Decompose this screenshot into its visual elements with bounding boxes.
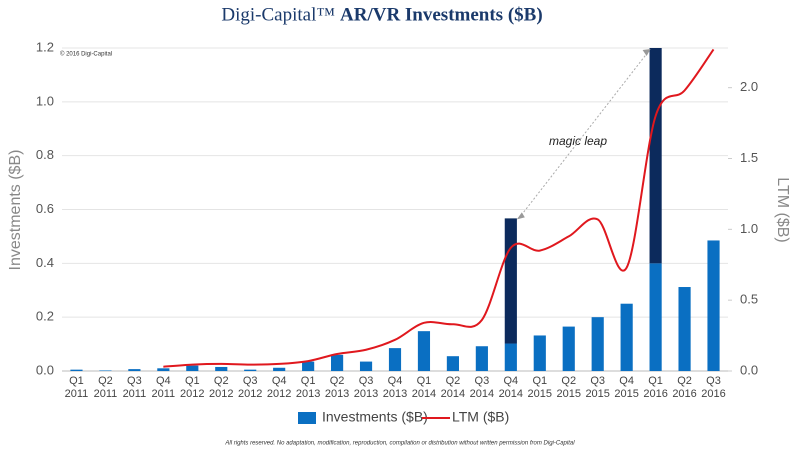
y2-tick-label: 1.0 — [740, 221, 758, 236]
legend-label: LTM ($B) — [452, 409, 509, 425]
x-tick-label: Q3 2013 — [353, 375, 379, 400]
bar — [99, 370, 112, 371]
y2-tick-label: 1.5 — [740, 150, 758, 165]
x-tick-label: Q2 2016 — [672, 375, 697, 400]
bar — [331, 354, 344, 371]
y-tick-label: 1.2 — [36, 39, 54, 54]
x-tick-label: Q1 2014 — [411, 375, 437, 400]
bar — [273, 367, 286, 371]
footer: All rights reserved. No adaptation, modi… — [224, 441, 575, 447]
bar — [620, 303, 633, 371]
y2-tick-label: 2.0 — [740, 79, 758, 94]
x-tick-label: Q1 2016 — [643, 375, 668, 400]
bar — [244, 369, 257, 371]
bar — [649, 263, 662, 371]
x-tick-label: Q4 2012 — [266, 375, 292, 400]
legend-label: Investments ($B) — [322, 409, 428, 425]
x-tick-label: Q4 2014 — [498, 375, 524, 400]
bar — [302, 361, 315, 371]
bar-segment — [649, 48, 662, 264]
bar — [533, 335, 546, 371]
x-tick-label: Q2 2011 — [93, 375, 118, 400]
y2-tick-label: 0.5 — [740, 292, 758, 307]
plot — [70, 48, 720, 371]
x-tick-label: Q3 2012 — [237, 375, 263, 400]
y2-tick-label: 0.0 — [740, 362, 758, 377]
arrow-head — [516, 212, 525, 220]
y-axis-label: Investments ($B) — [7, 150, 24, 271]
bar — [591, 317, 604, 371]
x-tick-label: Q1 2013 — [295, 375, 321, 400]
y-tick-label: 0.6 — [36, 201, 54, 216]
x-tick-label: Q2 2014 — [440, 375, 466, 400]
x-tick-label: Q1 2015 — [527, 375, 553, 400]
bar — [446, 356, 459, 371]
x-tick-label: Q4 2011 — [151, 375, 176, 400]
y-tick-label: 1.0 — [36, 93, 54, 108]
x-tick-label: Q1 2012 — [180, 375, 205, 400]
bar — [678, 287, 691, 371]
bar — [504, 343, 517, 371]
bar — [417, 331, 431, 371]
logo: Digi-Capital™ — [221, 4, 335, 25]
line — [163, 48, 715, 368]
copyright: © 2016 Digi-Capital — [60, 51, 112, 58]
annotation-arrow — [518, 49, 651, 219]
x-tick-label: Q3 2014 — [469, 375, 495, 400]
x-tick-label: Q3 2011 — [122, 375, 147, 400]
y2-axis-label: LTM ($B) — [774, 177, 791, 242]
bar — [157, 368, 170, 371]
bar — [128, 369, 141, 371]
bar — [70, 369, 83, 371]
bar — [215, 366, 228, 371]
x-tick-label: Q3 2016 — [701, 375, 726, 400]
bar — [475, 346, 488, 371]
bar — [359, 361, 373, 371]
y-tick-label: 0.8 — [36, 147, 54, 162]
arrow-head — [642, 49, 651, 56]
bar-segment — [504, 218, 517, 344]
y-tick-label: 0.2 — [36, 309, 54, 324]
bar — [707, 240, 720, 371]
bar — [186, 365, 199, 371]
bar — [388, 348, 402, 371]
x-tick-label: Q4 2015 — [614, 375, 639, 400]
x-tick-label: Q3 2015 — [585, 375, 610, 400]
x-tick-label: Q2 2013 — [324, 375, 350, 400]
legend-swatch — [298, 412, 316, 424]
bar — [562, 326, 575, 371]
x-tick-label: Q1 2011 — [64, 375, 89, 400]
x-tick-label: Q2 2012 — [209, 375, 234, 400]
x-tick-label: Q2 2015 — [556, 375, 581, 400]
y-tick-label: 0.4 — [36, 255, 54, 270]
x-tick-label: Q4 2013 — [382, 375, 408, 400]
chart-title: AR/VR Investments ($B) — [340, 4, 543, 25]
y-tick-label: 0.0 — [36, 362, 54, 377]
